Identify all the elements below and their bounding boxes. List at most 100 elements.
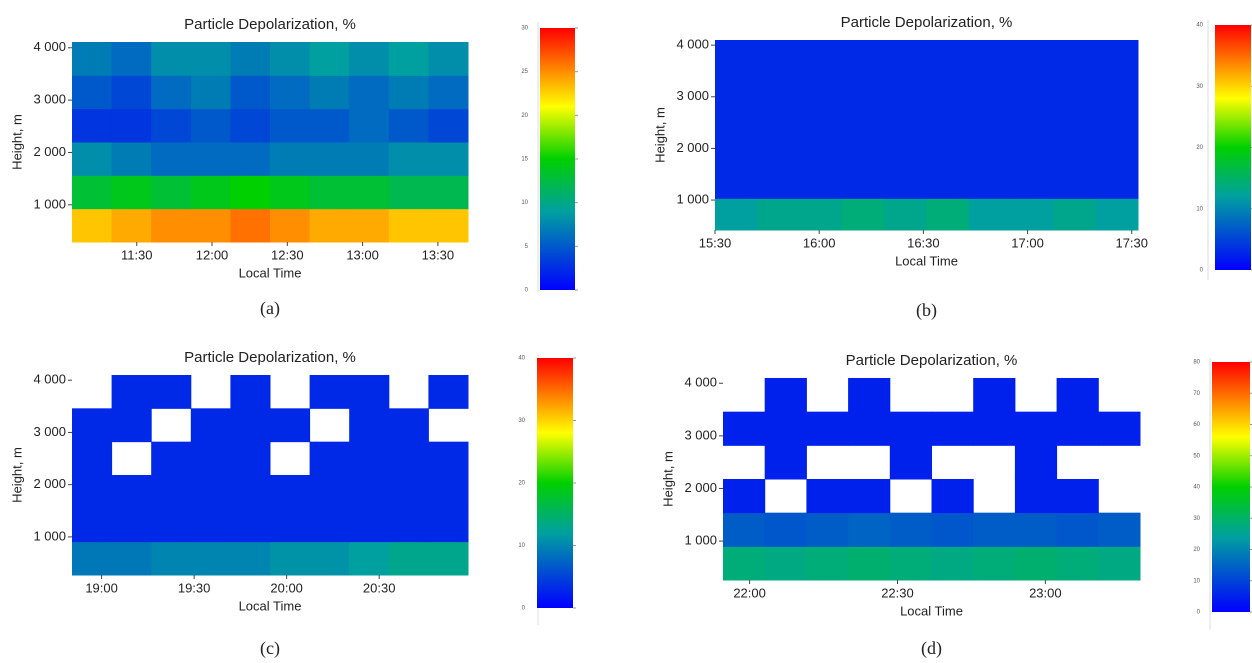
heatmap-cell <box>428 508 469 543</box>
heatmap-cell <box>190 475 231 509</box>
heatmap-cell <box>230 142 271 176</box>
x-tick-label: 16:00 <box>803 235 836 250</box>
colorbar-tick-label: 30 <box>518 418 525 424</box>
heatmap-cell <box>715 198 758 231</box>
heatmap-cell <box>309 75 350 110</box>
heatmap-cell <box>1098 546 1141 581</box>
heatmap-cell <box>841 103 885 136</box>
heatmap-cell <box>151 475 192 509</box>
heatmap-cell <box>968 166 1012 199</box>
heatmap-cell <box>349 408 390 443</box>
heatmap-cell <box>111 408 152 443</box>
heatmap-cell <box>715 40 758 73</box>
heatmap-cell <box>848 411 891 446</box>
heatmap-cell <box>388 175 429 210</box>
heatmap-cell <box>309 175 350 210</box>
x-axis-label: Local Time <box>900 603 963 618</box>
y-tick-label: 4 000 <box>684 375 717 390</box>
heatmap-cell <box>151 75 192 110</box>
heatmap-cell <box>349 375 390 409</box>
caption: (a) <box>260 298 280 319</box>
heatmap-cell <box>1056 512 1099 547</box>
heatmap-cell <box>230 508 271 543</box>
heatmap-cell <box>1053 135 1097 168</box>
heatmap-cell <box>799 71 843 104</box>
heatmap-cell <box>72 541 113 576</box>
heatmap-cell <box>1053 198 1097 231</box>
heatmap-cell <box>841 166 885 199</box>
colorbar-tick-label: 20 <box>1196 145 1203 151</box>
y-tick-label: 4 000 <box>33 372 66 387</box>
heatmap-cell <box>715 103 758 136</box>
heatmap-cell <box>799 166 843 199</box>
heatmap-cell <box>806 546 849 581</box>
heatmap-cell <box>1011 71 1054 104</box>
colorbar-tick-label: 10 <box>518 543 525 549</box>
heatmap-cell <box>111 75 152 110</box>
heatmap-cell <box>72 42 113 76</box>
x-tick-label: 13:00 <box>346 247 379 262</box>
colorbar-tick-label: 15 <box>521 157 528 163</box>
heatmap-cell <box>973 512 1016 547</box>
heatmap-cell <box>190 75 231 110</box>
colorbar <box>537 358 573 608</box>
chart-title: Particle Depolarization, % <box>846 352 1018 369</box>
heatmap-cell <box>1056 378 1099 413</box>
heatmap-cell <box>757 71 801 104</box>
heatmap-cell <box>799 103 843 136</box>
heatmap-cell <box>270 75 311 110</box>
heatmap-cell <box>715 135 758 168</box>
heatmap-cell <box>230 375 271 409</box>
y-tick-label: 1 000 <box>33 528 66 543</box>
y-tick-label: 4 000 <box>33 39 66 54</box>
heatmap-cell <box>884 198 927 231</box>
x-axis-label: Local Time <box>239 265 302 280</box>
heatmap-cell <box>841 71 885 104</box>
heatmap-cell <box>72 175 113 210</box>
heatmap-cell <box>428 175 469 210</box>
heatmap-cell <box>111 175 152 210</box>
x-tick-label: 12:00 <box>196 247 229 262</box>
heatmap-cell <box>757 198 801 231</box>
heatmap-cell <box>931 546 974 581</box>
heatmap-cell <box>723 512 766 547</box>
heatmap-cell <box>757 103 801 136</box>
x-tick-label: 11:30 <box>121 247 153 262</box>
colorbar-tick-label: 60 <box>1193 422 1200 428</box>
heatmap-cell <box>230 408 271 443</box>
heatmap-cell <box>190 441 231 476</box>
heatmap-cell <box>72 508 113 543</box>
heatmap-cell <box>1095 71 1139 104</box>
colorbar-tick-label: 30 <box>1193 516 1200 522</box>
heatmap-cell <box>884 103 927 136</box>
heatmap-cell <box>764 378 807 413</box>
heatmap-cell <box>349 175 390 210</box>
heatmap-cell <box>349 441 390 476</box>
x-tick-label: 16:30 <box>907 235 940 250</box>
heatmap-cell <box>1053 40 1097 73</box>
heatmap-cell <box>926 198 970 231</box>
heatmap-cell <box>388 42 429 76</box>
heatmap-cell <box>270 142 311 176</box>
heatmap-cell <box>884 166 927 199</box>
heatmap-cell <box>72 441 113 476</box>
heatmap-cell <box>723 479 766 514</box>
heatmap-cell <box>111 108 152 143</box>
heatmap-cell <box>428 375 469 409</box>
colorbar <box>1212 362 1250 612</box>
heatmap-cell <box>973 411 1016 446</box>
heatmap-cell <box>151 508 192 543</box>
heatmap-cell <box>309 142 350 176</box>
x-tick-label: 23:00 <box>1029 585 1062 600</box>
heatmap-cell <box>270 208 311 243</box>
heatmap-cell <box>388 475 429 509</box>
heatmap-cell <box>764 445 807 480</box>
heatmap-cell <box>1095 103 1139 136</box>
heatmap-cell <box>1056 546 1099 581</box>
colorbar-tick-label: 10 <box>1196 206 1203 212</box>
heatmap-cell <box>151 142 192 176</box>
heatmap-cell <box>1011 103 1054 136</box>
heatmap-cell <box>190 175 231 210</box>
y-tick-label: 1 000 <box>676 191 709 206</box>
heatmap-cell <box>190 408 231 443</box>
